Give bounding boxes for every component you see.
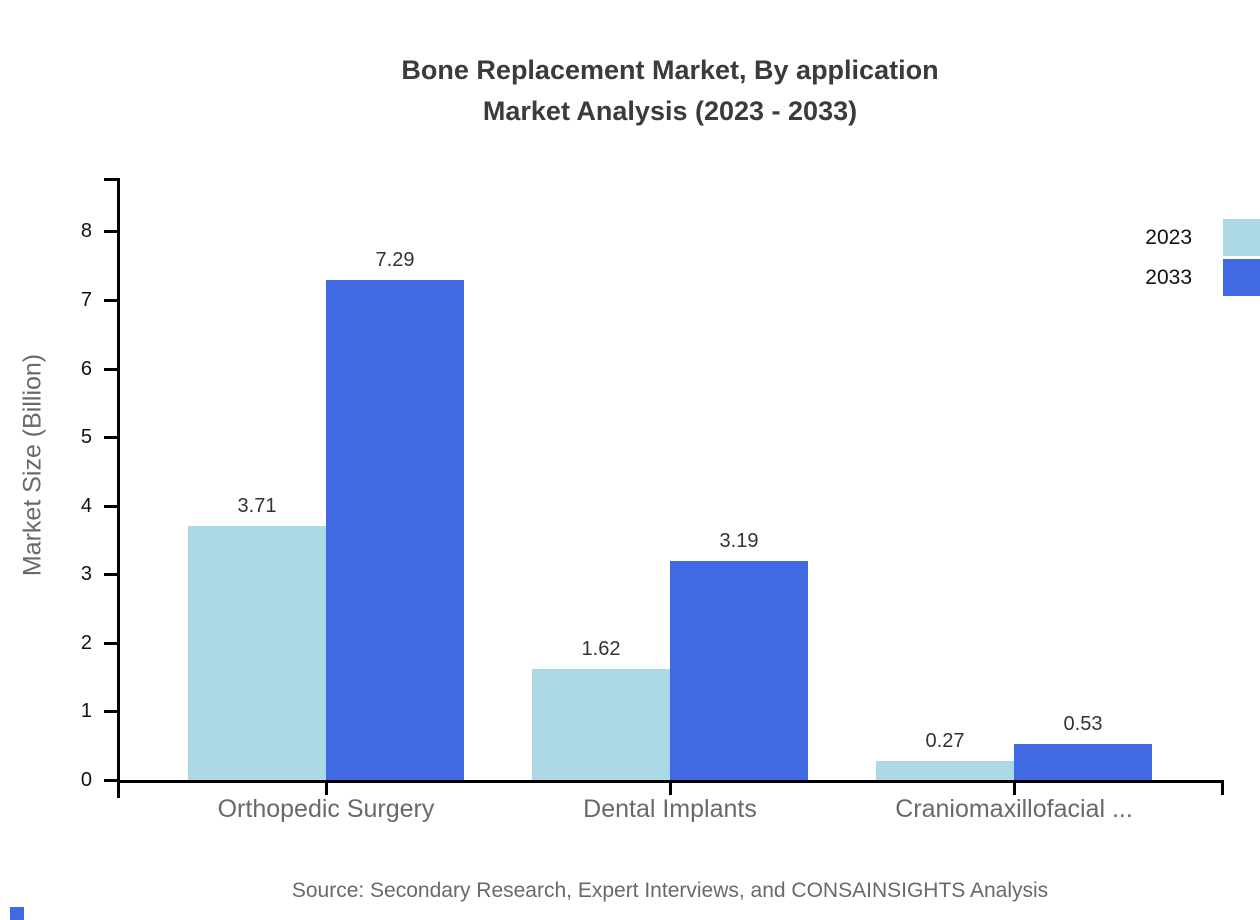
bar-value-label: 3.19 bbox=[719, 530, 759, 553]
y-tick-mark bbox=[104, 779, 118, 782]
x-category-label: Orthopedic Surgery bbox=[217, 795, 435, 823]
chart-title-line1: Bone Replacement Market, By application bbox=[401, 55, 939, 85]
y-tick-mark bbox=[104, 436, 118, 440]
y-tick-mark bbox=[104, 299, 118, 302]
bar-2033-0 bbox=[326, 280, 464, 780]
chart-title: Bone Replacement Market, By application … bbox=[118, 50, 1222, 132]
y-tick-mark bbox=[104, 230, 118, 234]
legend-swatch-2033 bbox=[1223, 259, 1260, 296]
bar-2023-2 bbox=[876, 761, 1014, 780]
bar-value-label: 7.29 bbox=[375, 249, 415, 272]
bar-2023-1 bbox=[532, 668, 670, 780]
legend-label-2033: 2033 bbox=[1145, 266, 1192, 289]
y-tick-mark bbox=[104, 367, 118, 371]
x-tick-mark bbox=[324, 781, 328, 795]
y-tick-label: 3 bbox=[80, 563, 92, 586]
y-tick-mark bbox=[104, 504, 118, 508]
bar-2033-1 bbox=[670, 561, 808, 780]
y-tick-label: 4 bbox=[80, 494, 92, 517]
y-axis-line bbox=[117, 178, 120, 798]
y-tick-label: 5 bbox=[80, 426, 92, 449]
x-axis-end-tick bbox=[1221, 781, 1224, 795]
y-tick-mark bbox=[104, 710, 118, 714]
x-tick-mark bbox=[668, 781, 672, 795]
bar-value-label: 0.27 bbox=[925, 730, 965, 753]
y-tick-label: 8 bbox=[80, 220, 92, 243]
source-note: Source: Secondary Research, Expert Inter… bbox=[291, 879, 1049, 902]
y-tick-mark bbox=[104, 641, 118, 645]
bar-value-label: 0.53 bbox=[1063, 712, 1103, 735]
x-category-label: Craniomaxillofacial ... bbox=[895, 795, 1133, 823]
y-tick-label: 2 bbox=[80, 631, 92, 654]
y-tick-label: 1 bbox=[80, 700, 92, 723]
y-tick-label: 7 bbox=[80, 289, 92, 311]
bar-value-label: 3.71 bbox=[237, 494, 277, 517]
watermark-fragment bbox=[10, 907, 24, 920]
y-tick-label: 0 bbox=[80, 769, 92, 791]
y-axis-label: Market Size (Billion) bbox=[18, 353, 47, 577]
x-tick-mark bbox=[1012, 781, 1016, 795]
x-category-label: Dental Implants bbox=[583, 795, 757, 823]
legend-swatch-2023 bbox=[1223, 219, 1260, 256]
bar-value-label: 1.62 bbox=[581, 637, 621, 660]
bar-2023-0 bbox=[188, 525, 326, 780]
y-axis-end-tick bbox=[104, 178, 118, 181]
legend-label-2023: 2023 bbox=[1145, 226, 1192, 249]
y-tick-label: 6 bbox=[80, 357, 92, 380]
bar-2033-2 bbox=[1014, 743, 1152, 780]
chart-title-line2: Market Analysis (2023 - 2033) bbox=[482, 96, 858, 126]
y-tick-mark bbox=[104, 573, 118, 577]
